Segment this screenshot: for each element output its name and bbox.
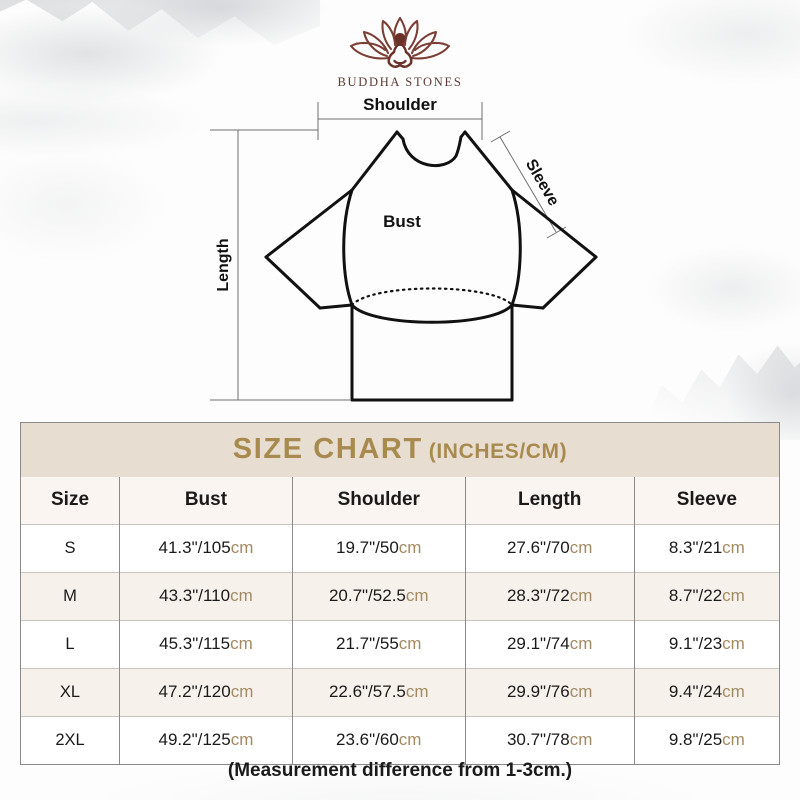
cell-shoulder: 21.7"/55cm — [292, 620, 466, 669]
unit-cm: cm — [230, 586, 253, 605]
unit-cm: cm — [230, 682, 254, 701]
cell-shoulder: 19.7"/50cm — [292, 524, 466, 573]
unit-cm: cm — [405, 586, 429, 605]
cell-shoulder: 22.6"/57.5cm — [292, 668, 466, 717]
value-inches: 27.6"/70 — [506, 538, 570, 557]
shoulder-label: Shoulder — [363, 95, 437, 114]
brand-name: BUDDHA STONES — [337, 75, 463, 89]
unit-cm: cm — [569, 634, 593, 653]
bust-label: Bust — [383, 212, 421, 231]
table-row: L 45.3"/115cm 21.7"/55cm 29.1"/74cm 9.1"… — [21, 620, 779, 669]
value-inches: 23.6"/60 — [336, 730, 399, 749]
brand-logo-block: BUDDHA STONES — [0, 14, 800, 90]
size-chart-title: SIZE CHART — [232, 433, 423, 465]
size-chart-table: Size Bust Shoulder Length Sleeve S 41.3"… — [21, 477, 779, 764]
value-inches: 28.3"/72 — [506, 586, 570, 605]
unit-cm: cm — [230, 730, 254, 749]
cell-sleeve: 9.1"/23cm — [634, 620, 779, 669]
unit-cm: cm — [722, 586, 745, 605]
cell-size: S — [21, 524, 121, 573]
cell-length: 29.1"/74cm — [465, 620, 635, 669]
cell-bust: 45.3"/115cm — [119, 620, 293, 669]
cell-bust: 49.2"/125cm — [119, 716, 293, 764]
unit-cm: cm — [722, 634, 745, 653]
cell-bust: 43.3"/110cm — [119, 572, 293, 621]
table-row: S 41.3"/105cm 19.7"/50cm 27.6"/70cm 8.3"… — [21, 524, 779, 573]
unit-cm: cm — [398, 730, 422, 749]
cell-size: XL — [21, 668, 121, 717]
size-chart-body: S 41.3"/105cm 19.7"/50cm 27.6"/70cm 8.3"… — [21, 524, 779, 764]
cell-shoulder: 20.7"/52.5cm — [292, 572, 466, 621]
cell-shoulder: 23.6"/60cm — [292, 716, 466, 764]
value-inches: 41.3"/105 — [158, 538, 231, 557]
value-inches: 20.7"/52.5 — [328, 586, 406, 605]
bust-dotted-arc — [350, 287, 514, 307]
table-row: 2XL 49.2"/125cm 23.6"/60cm 30.7"/78cm 9.… — [21, 716, 779, 764]
size-chart-title-band: SIZE CHART (INCHES/CM) — [21, 423, 779, 477]
value-inches: 8.7"/22 — [668, 586, 723, 605]
table-row: XL 47.2"/120cm 22.6"/57.5cm 29.9"/76cm 9… — [21, 668, 779, 717]
value-inches: 9.1"/23 — [668, 634, 723, 653]
value-inches: 29.9"/76 — [506, 682, 570, 701]
value-inches: 21.7"/55 — [336, 634, 399, 653]
size-chart-header-row: Size Bust Shoulder Length Sleeve — [21, 477, 779, 525]
unit-cm: cm — [405, 682, 429, 701]
unit-cm: cm — [722, 538, 745, 557]
unit-cm: cm — [569, 538, 593, 557]
cell-sleeve: 9.8"/25cm — [634, 716, 779, 764]
cell-length: 30.7"/78cm — [465, 716, 635, 764]
cell-bust: 47.2"/120cm — [119, 668, 293, 717]
unit-cm: cm — [230, 634, 253, 653]
column-header-size: Size — [21, 477, 121, 525]
cell-size: M — [21, 572, 121, 621]
tshirt-outline — [264, 130, 598, 402]
unit-cm: cm — [230, 538, 254, 557]
value-inches: 22.6"/57.5 — [328, 682, 406, 701]
value-inches: 43.3"/110 — [159, 586, 231, 605]
cell-length: 29.9"/76cm — [465, 668, 635, 717]
size-chart-unit-label: (INCHES/CM) — [428, 440, 568, 463]
column-header-sleeve: Sleeve — [634, 477, 779, 525]
value-inches: 9.8"/25 — [668, 730, 723, 749]
value-inches: 29.1"/74 — [506, 634, 570, 653]
tshirt-measurement-diagram: Shoulder Bust Sleeve Length — [0, 92, 800, 412]
cell-size: L — [21, 620, 121, 669]
unit-cm: cm — [722, 730, 745, 749]
cell-sleeve: 8.7"/22cm — [634, 572, 779, 621]
column-header-bust: Bust — [119, 477, 293, 525]
size-chart-card: SIZE CHART (INCHES/CM) Size Bust Shoulder… — [20, 422, 780, 765]
value-inches: 47.2"/120 — [158, 682, 231, 701]
unit-cm: cm — [722, 682, 745, 701]
unit-cm: cm — [569, 730, 593, 749]
table-row: M 43.3"/110cm 20.7"/52.5cm 28.3"/72cm 8.… — [21, 572, 779, 621]
length-label: Length — [215, 238, 232, 291]
cell-sleeve: 9.4"/24cm — [634, 668, 779, 717]
lotus-meditation-icon — [349, 16, 451, 68]
column-header-shoulder: Shoulder — [292, 477, 466, 525]
unit-cm: cm — [398, 634, 422, 653]
cell-length: 28.3"/72cm — [465, 572, 635, 621]
column-header-length: Length — [465, 477, 635, 525]
unit-cm: cm — [569, 586, 593, 605]
unit-cm: cm — [398, 538, 422, 557]
cell-bust: 41.3"/105cm — [119, 524, 293, 573]
guide-lines — [210, 102, 567, 401]
value-inches: 8.3"/21 — [668, 538, 723, 557]
value-inches: 30.7"/78 — [506, 730, 570, 749]
cell-sleeve: 8.3"/21cm — [634, 524, 779, 573]
value-inches: 9.4"/24 — [668, 682, 723, 701]
cell-length: 27.6"/70cm — [465, 524, 635, 573]
measurement-note: (Measurement difference from 1-3cm.) — [227, 760, 573, 781]
unit-cm: cm — [569, 682, 593, 701]
cell-size: 2XL — [21, 716, 121, 764]
value-inches: 45.3"/115 — [159, 634, 231, 653]
value-inches: 19.7"/50 — [336, 538, 399, 557]
value-inches: 49.2"/125 — [158, 730, 231, 749]
